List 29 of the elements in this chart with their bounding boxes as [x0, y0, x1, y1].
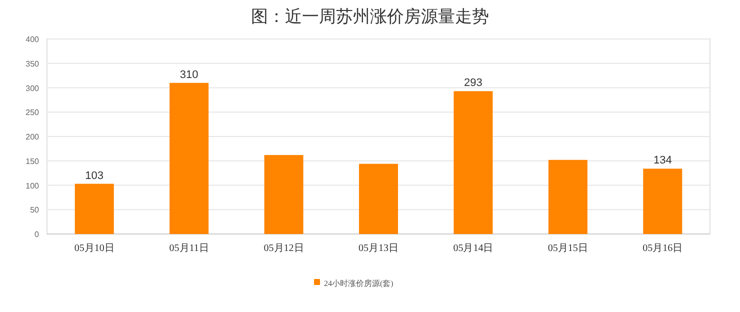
chart-title: 图：近一周苏州涨价房源量走势: [251, 7, 489, 26]
legend-label: 24小时涨价房源(套): [324, 279, 394, 288]
x-tick-label: 05月12日: [264, 243, 304, 254]
bar: [643, 168, 682, 234]
bar: [454, 91, 493, 234]
bar: [548, 160, 588, 234]
bar: [359, 164, 398, 234]
x-tick-label: 05月13日: [358, 243, 398, 254]
y-tick-label: 100: [26, 181, 40, 190]
y-tick-label: 350: [26, 59, 40, 68]
y-tick-label: 150: [26, 156, 40, 166]
data-label: 103: [85, 170, 104, 182]
x-tick-label: 05月15日: [548, 243, 588, 254]
data-label: 134: [653, 154, 672, 167]
y-tick-label: 250: [26, 108, 40, 118]
y-tick-label: 200: [26, 132, 40, 142]
bar: [264, 155, 304, 234]
y-tick-label: 50: [30, 206, 40, 215]
x-tick-label: 05月16日: [642, 243, 683, 254]
x-tick-label: 05月11日: [169, 243, 209, 254]
data-label: 293: [464, 77, 482, 90]
y-tick-label: 0: [34, 230, 40, 239]
x-tick-label: 05月10日: [74, 243, 114, 254]
y-tick-label: 300: [26, 84, 40, 93]
x-tick-label: 05月14日: [453, 243, 494, 254]
data-label: 310: [180, 68, 198, 81]
bar: [74, 184, 114, 234]
bar: [170, 82, 209, 234]
y-tick-label: 400: [26, 35, 40, 44]
